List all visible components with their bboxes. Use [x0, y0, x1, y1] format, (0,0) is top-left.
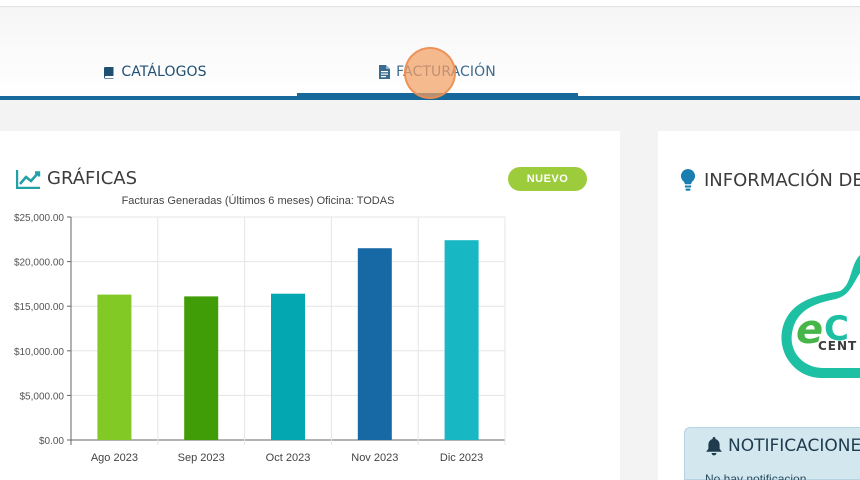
x-tick-label: Ago 2023 [91, 452, 138, 464]
y-tick-label: $5,000.00 [20, 391, 65, 402]
notificaciones-title: NOTIFICACIONES [728, 436, 860, 456]
bell-icon [705, 436, 723, 456]
graficas-title: GRÁFICAS [47, 168, 138, 189]
x-tick-label: Dic 2023 [440, 452, 483, 464]
info-heading: INFORMACIÓN DE [680, 168, 860, 192]
svg-text:e: e [796, 307, 823, 353]
bar [444, 240, 479, 440]
svg-text:C: C [824, 309, 849, 349]
y-tick-label: $15,000.00 [14, 302, 64, 313]
notificaciones-panel: NOTIFICACIONES No hay notificacion [684, 427, 860, 480]
document-icon [379, 65, 391, 79]
bar [271, 293, 305, 440]
tab-catalogos[interactable]: CATÁLOGOS [60, 54, 250, 90]
click-indicator [404, 47, 456, 99]
bar [184, 296, 219, 440]
company-logo: e C CENT [780, 255, 860, 380]
x-tick-label: Sep 2023 [178, 452, 225, 464]
graficas-heading: GRÁFICAS [16, 168, 137, 189]
tab-catalogos-label: CATÁLOGOS [121, 64, 207, 80]
x-tick-label: Nov 2023 [351, 452, 398, 464]
bar [97, 294, 132, 440]
svg-text:CENT: CENT [818, 339, 857, 353]
notificaciones-heading: NOTIFICACIONES [705, 436, 860, 456]
lightbulb-icon [680, 168, 696, 192]
nuevo-badge: NUEVO [508, 167, 587, 191]
top-strip [0, 0, 860, 7]
bar [357, 248, 392, 440]
chart-title: Facturas Generadas (Últimos 6 meses) Ofi… [122, 194, 395, 207]
y-tick-label: $20,000.00 [14, 258, 64, 269]
book-icon [103, 66, 115, 79]
info-title: INFORMACIÓN DE [704, 169, 860, 191]
y-tick-label: $0.00 [39, 436, 64, 447]
area-chart-icon [16, 169, 41, 189]
x-tick-label: Oct 2023 [266, 452, 311, 464]
notificaciones-body: No hay notificacion [705, 472, 807, 480]
y-tick-label: $10,000.00 [14, 347, 64, 358]
y-tick-label: $25,000.00 [14, 213, 64, 224]
facturas-chart: Facturas Generadas (Últimos 6 meses) Ofi… [14, 194, 506, 464]
